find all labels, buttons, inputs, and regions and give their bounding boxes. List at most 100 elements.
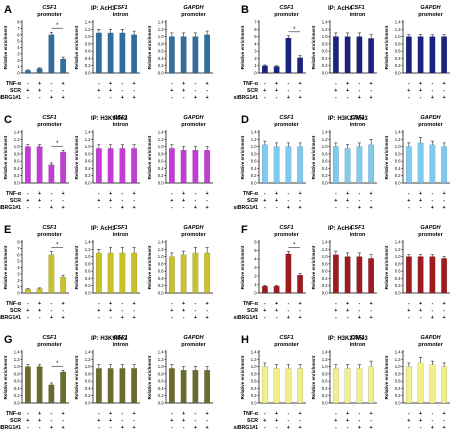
bar	[180, 150, 187, 184]
condition-sign-scr: +	[182, 308, 185, 314]
condition-sign-tnf: -	[171, 411, 173, 417]
bar	[429, 256, 436, 294]
y-tick-label: 0.2	[322, 63, 328, 68]
condition-sign-scr: +	[407, 418, 410, 424]
y-tick-label: 1.4	[395, 130, 401, 135]
panel-e: EIP: AcH3TNF-αSCRsiBRG1#1CSF1promoterRel…	[0, 224, 213, 321]
condition-sign-sibrg: -	[335, 205, 337, 211]
y-tick-label: 0.2	[158, 283, 164, 288]
condition-sign-scr: -	[206, 88, 208, 94]
condition-sign-sibrg: +	[121, 315, 124, 321]
condition-sign-tnf: -	[264, 191, 266, 197]
y-tick-label: 1.4	[322, 240, 328, 245]
condition-sign-scr: +	[275, 198, 278, 204]
condition-sign-scr: -	[431, 418, 433, 424]
condition-sign-tnf: -	[431, 301, 433, 307]
panel-letter: F	[241, 224, 248, 236]
condition-sign-tnf: -	[171, 191, 173, 197]
condition-label-scr: SCR	[10, 198, 21, 204]
y-tick-label: 0.6	[85, 49, 91, 54]
panel-d: D IP: H3K27Me3TNF-αSCRsiBRG1#1CSF1promote…	[233, 114, 450, 211]
chart-title-gene: GAPDH	[183, 115, 204, 121]
bar	[180, 36, 187, 74]
condition-sign-sibrg: -	[171, 425, 173, 431]
y-axis-label: Relative enrichment	[74, 135, 79, 179]
y-axis-label: Relative enrichment	[384, 135, 389, 179]
y-tick-label: 2	[17, 278, 20, 283]
y-tick-label: 0.8	[395, 371, 401, 376]
bar	[356, 368, 363, 404]
condition-sign-tnf: -	[335, 191, 337, 197]
bar	[119, 32, 126, 74]
chart-title-gene: GAPDH	[420, 225, 441, 231]
condition-sign-tnf: -	[121, 81, 123, 87]
y-tick-label: 1.4	[395, 240, 401, 245]
bar	[168, 36, 175, 74]
y-tick-label: 3	[254, 265, 257, 270]
chart-title-region: promoter	[418, 232, 443, 238]
y-tick-label: 0.2	[85, 173, 91, 178]
y-tick-label: 1.0	[158, 364, 164, 369]
condition-sign-sibrg: +	[50, 95, 53, 101]
y-tick-label: 0	[254, 71, 257, 76]
condition-sign-sibrg: -	[335, 425, 337, 431]
bar	[332, 368, 339, 404]
bar	[60, 151, 67, 184]
bar	[24, 289, 31, 294]
y-tick-label: 0.2	[395, 393, 401, 398]
bar	[204, 150, 211, 184]
significance-marker: *	[56, 23, 59, 29]
y-tick-label: 0.4	[85, 386, 91, 391]
condition-sign-scr: -	[358, 198, 360, 204]
condition-sign-scr: +	[263, 418, 266, 424]
chart-title-region: promoter	[37, 12, 62, 18]
y-tick-label: 0.6	[322, 49, 328, 54]
y-tick-label: 1.4	[85, 240, 91, 245]
bar	[344, 368, 351, 404]
condition-sign-tnf: +	[62, 81, 65, 87]
condition-label-scr: SCR	[10, 308, 21, 314]
condition-sign-sibrg: +	[62, 425, 65, 431]
bar	[285, 146, 292, 184]
condition-sign-sibrg: +	[358, 95, 361, 101]
condition-sign-scr: -	[194, 198, 196, 204]
y-tick-label: 1.0	[158, 34, 164, 39]
condition-sign-scr: +	[182, 198, 185, 204]
condition-sign-scr: +	[275, 418, 278, 424]
y-tick-label: 1.0	[85, 34, 91, 39]
condition-sign-scr: +	[38, 418, 41, 424]
condition-sign-tnf: +	[275, 301, 278, 307]
y-tick-label: 0.8	[395, 151, 401, 156]
chart-title-region: promoter	[418, 122, 443, 128]
bar	[180, 370, 187, 404]
bar	[107, 32, 114, 74]
y-tick-label: 0.8	[395, 261, 401, 266]
significance-marker: *	[56, 141, 59, 147]
chart-title-gene: GAPDH	[183, 5, 204, 11]
condition-sign-scr: -	[358, 418, 360, 424]
condition-sign-sibrg: +	[133, 205, 136, 211]
bar	[60, 58, 67, 74]
y-tick-label: 1.2	[14, 137, 20, 142]
condition-sign-scr: -	[194, 418, 196, 424]
y-tick-label: 1.2	[14, 357, 20, 362]
condition-sign-tnf: +	[275, 191, 278, 197]
bar	[297, 146, 304, 184]
y-tick-label: 1.4	[14, 130, 20, 135]
condition-sign-tnf: -	[194, 191, 196, 197]
condition-sign-sibrg: +	[299, 315, 302, 321]
chart-title-region: promoter	[274, 122, 299, 128]
y-tick-label: 0.4	[251, 166, 257, 171]
ip-label: IP: AcH4	[328, 6, 353, 12]
condition-sign-tnf: -	[408, 191, 410, 197]
y-tick-label: 1.2	[322, 137, 328, 142]
condition-sign-sibrg: +	[121, 425, 124, 431]
condition-sign-tnf: -	[171, 81, 173, 87]
condition-sign-scr: +	[407, 88, 410, 94]
bar	[297, 368, 304, 404]
chart-title-region: intron	[350, 232, 366, 238]
y-axis-label: Relative enrichment	[147, 135, 152, 179]
condition-sign-scr: +	[419, 88, 422, 94]
y-tick-label: 1.0	[395, 34, 401, 39]
